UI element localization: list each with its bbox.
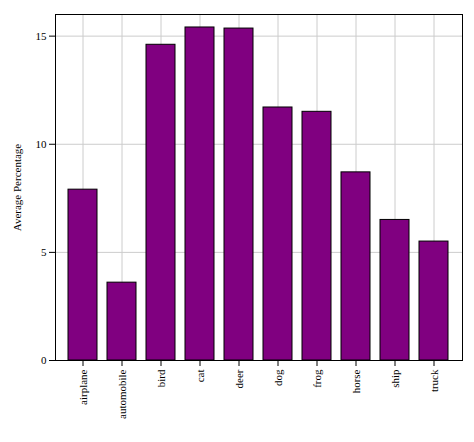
svg-text:15: 15 — [36, 30, 48, 42]
svg-text:dog: dog — [272, 369, 284, 386]
svg-text:truck: truck — [428, 369, 440, 392]
svg-text:deer: deer — [233, 369, 245, 388]
svg-text:horse: horse — [350, 369, 362, 393]
svg-text:Average Percentage: Average Percentage — [11, 144, 23, 232]
svg-text:bird: bird — [155, 369, 167, 387]
svg-text:10: 10 — [36, 138, 48, 150]
svg-text:5: 5 — [41, 246, 47, 258]
svg-text:airplane: airplane — [77, 369, 89, 405]
svg-text:frog: frog — [311, 369, 323, 388]
svg-text:0: 0 — [41, 354, 47, 366]
svg-text:ship: ship — [389, 369, 401, 388]
svg-text:cat: cat — [194, 370, 206, 383]
svg-text:automobile: automobile — [116, 369, 128, 419]
